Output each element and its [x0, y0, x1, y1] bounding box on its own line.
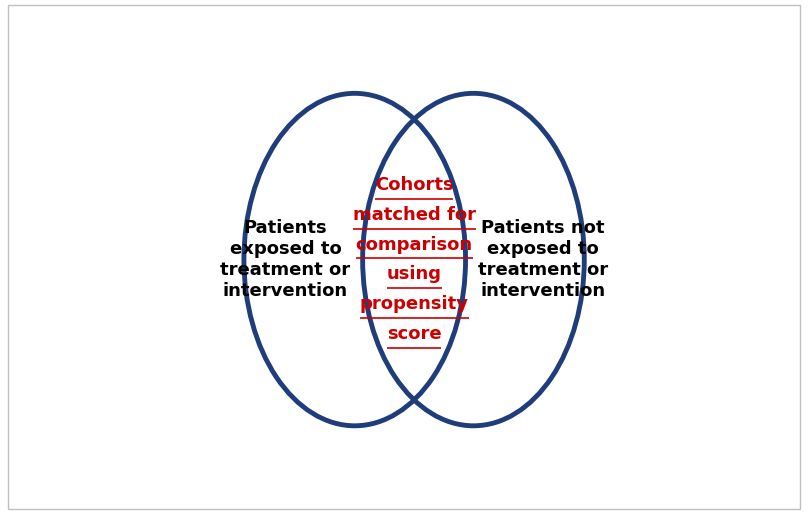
Text: comparison: comparison [356, 236, 473, 254]
Text: Patients
exposed to
treatment or
intervention: Patients exposed to treatment or interve… [221, 219, 351, 300]
Text: score: score [387, 325, 441, 343]
Text: Patients not
exposed to
treatment or
intervention: Patients not exposed to treatment or int… [478, 219, 608, 300]
Text: matched for: matched for [352, 206, 476, 224]
Text: using: using [386, 265, 442, 283]
Text: propensity: propensity [360, 295, 469, 313]
Text: Cohorts: Cohorts [375, 176, 453, 194]
